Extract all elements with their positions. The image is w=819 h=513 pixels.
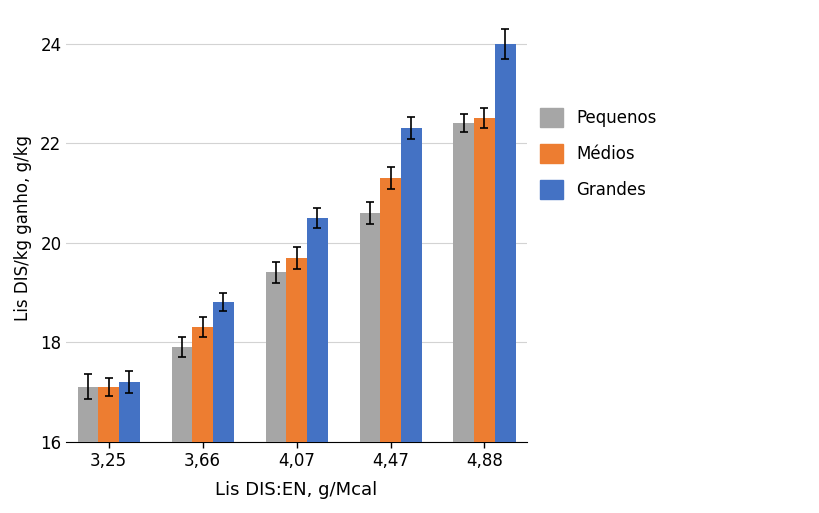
- Bar: [265, 272, 286, 442]
- Bar: [286, 258, 306, 442]
- Legend: Pequenos, Médios, Grandes: Pequenos, Médios, Grandes: [539, 108, 656, 199]
- Bar: [453, 123, 473, 442]
- Bar: [359, 213, 380, 442]
- Bar: [380, 178, 400, 442]
- Bar: [400, 128, 421, 442]
- Bar: [119, 382, 139, 442]
- Bar: [192, 327, 213, 442]
- Bar: [494, 44, 515, 442]
- Bar: [78, 387, 98, 442]
- Bar: [473, 119, 494, 442]
- Bar: [213, 302, 233, 442]
- Bar: [306, 218, 327, 442]
- X-axis label: Lis DIS:EN, g/Mcal: Lis DIS:EN, g/Mcal: [215, 481, 378, 499]
- Bar: [171, 347, 192, 442]
- Bar: [98, 387, 119, 442]
- Y-axis label: Lis DIS/kg ganho, g/kg: Lis DIS/kg ganho, g/kg: [14, 135, 32, 321]
